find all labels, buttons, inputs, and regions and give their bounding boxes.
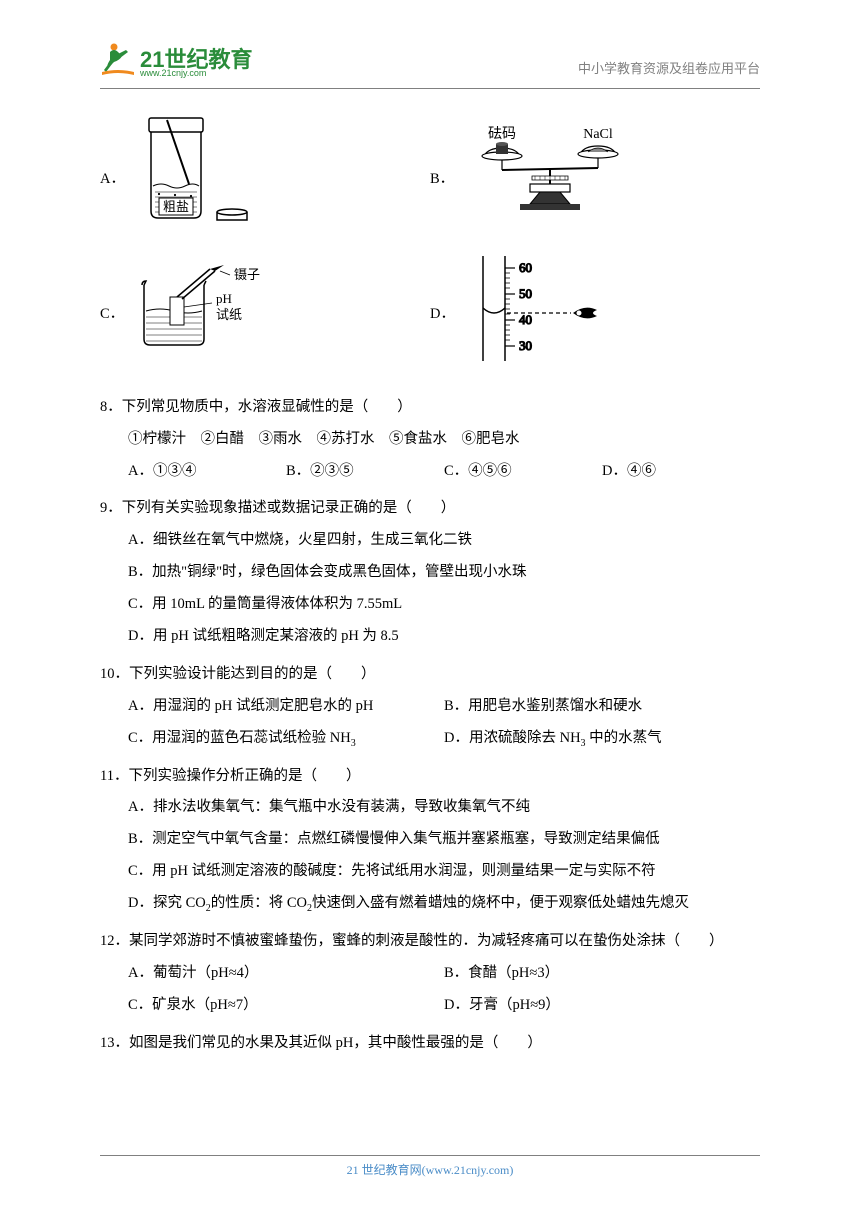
footer-rule	[100, 1155, 760, 1156]
q8-choice-b[interactable]: B．②③⑤	[286, 456, 444, 488]
question-10: 10．下列实验设计能达到目的的是（ ） A．用湿润的 pH 试纸测定肥皂水的 p…	[100, 659, 760, 755]
q8-choice-d[interactable]: D．④⑥	[602, 456, 760, 488]
svg-text:30: 30	[519, 338, 532, 353]
q13-stem: 13．如图是我们常见的水果及其近似 pH，其中酸性最强的是（ ）	[100, 1028, 760, 1060]
question-11: 11．下列实验操作分析正确的是（ ） A．排水法收集氧气：集气瓶中水没有装满，导…	[100, 761, 760, 920]
q10-choice-b[interactable]: B．用肥皂水鉴别蒸馏水和硬水	[444, 691, 760, 723]
q9-choice-d[interactable]: D．用 pH 试纸粗略测定某溶液的 pH 为 8.5	[100, 621, 760, 653]
q12-choice-b[interactable]: B．食醋（pH≈3）	[444, 958, 760, 990]
q9-choice-a[interactable]: A．细铁丝在氧气中燃烧，火星四射，生成三氧化二铁	[100, 525, 760, 557]
option-b: B． 砝码 NaCl	[430, 110, 760, 250]
q8-choice-c[interactable]: C．④⑤⑥	[444, 456, 602, 488]
q8-choice-a[interactable]: A．①③④	[128, 456, 286, 488]
header-right-text: 中小学教育资源及组卷应用平台	[578, 58, 760, 77]
q11-choice-b[interactable]: B．测定空气中氧气含量：点燃红磷慢慢伸入集气瓶并塞紧瓶塞，导致测定结果偏低	[100, 824, 760, 856]
q11-choice-c[interactable]: C．用 pH 试纸测定溶液的酸碱度：先将试纸用水润湿，则测量结果一定与实际不符	[100, 856, 760, 888]
q9-choice-b[interactable]: B．加热"铜绿"时，绿色固体会变成黑色固体，管壁出现小水珠	[100, 557, 760, 589]
svg-text:50: 50	[519, 286, 532, 301]
opt-letter-d: D．	[430, 299, 455, 331]
page-header: 21世纪教育 www.21cnjy.com 中小学教育资源及组卷应用平台	[0, 40, 860, 90]
q10-stem: 10．下列实验设计能达到目的的是（ ）	[100, 659, 760, 691]
opt-letter-a: A．	[100, 164, 125, 196]
q9-stem: 9．下列有关实验现象描述或数据记录正确的是（ ）	[100, 493, 760, 525]
opt-letter-c: C．	[100, 299, 124, 331]
q10-choice-d[interactable]: D．用浓硫酸除去 NH3 中的水蒸气	[444, 723, 760, 755]
option-c: C． 镊子	[100, 250, 430, 380]
question-8: 8．下列常见物质中，水溶液显碱性的是（ ） ①柠檬汁 ②白醋 ③雨水 ④苏打水 …	[100, 392, 760, 488]
logo-url: www.21cnjy.com	[140, 68, 206, 78]
q10-choice-c[interactable]: C．用湿润的蓝色石蕊试纸检验 NH3	[128, 723, 444, 755]
balance-right-label: NaCl	[583, 127, 613, 142]
q9-choice-c[interactable]: C．用 10mL 的量筒量得液体体积为 7.55mL	[100, 589, 760, 621]
q11-choice-a[interactable]: A．排水法收集氧气：集气瓶中水没有装满，导致收集氧气不纯	[100, 792, 760, 824]
q10-choice-a[interactable]: A．用湿润的 pH 试纸测定肥皂水的 pH	[128, 691, 444, 723]
header-rule	[100, 88, 760, 89]
balance-left-label: 砝码	[488, 126, 516, 142]
q12-choice-c[interactable]: C．矿泉水（pH≈7）	[128, 990, 444, 1022]
question-12: 12．某同学郊游时不慎被蜜蜂蛰伤，蜜蜂的刺液是酸性的．为减轻疼痛可以在蛰伤处涂抹…	[100, 926, 760, 1022]
q12-choice-d[interactable]: D．牙膏（pH≈9）	[444, 990, 760, 1022]
opt-letter-b: B．	[430, 164, 454, 196]
option-d: D． 60 50 40 30	[430, 250, 760, 380]
q8-choices: A．①③④ B．②③⑤ C．④⑤⑥ D．④⑥	[100, 456, 760, 488]
q11-choice-d[interactable]: D．探究 CO2的性质：将 CO2快速倒入盛有燃着蜡烛的烧杯中，便于观察低处蜡烛…	[100, 888, 760, 920]
q12-stem: 12．某同学郊游时不慎被蜜蜂蛰伤，蜜蜂的刺液是酸性的．为减轻疼痛可以在蛰伤处涂抹…	[100, 926, 760, 958]
question-13: 13．如图是我们常见的水果及其近似 pH，其中酸性最强的是（ ）	[100, 1028, 760, 1060]
q12-choice-a[interactable]: A．葡萄汁（pH≈4）	[128, 958, 444, 990]
diagram-a-jar-icon: 粗盐	[131, 116, 261, 244]
diagram-c-beaker-icon: 镊子 pH 试纸	[130, 263, 290, 366]
q11-stem: 11．下列实验操作分析正确的是（ ）	[100, 761, 760, 793]
jar-label: 粗盐	[163, 199, 189, 214]
footer-text: 21 世纪教育网(www.21cnjy.com)	[0, 1161, 860, 1178]
tweezers-label: 镊子	[234, 267, 260, 282]
paper-label: 试纸	[216, 307, 242, 322]
q8-stem: 8．下列常见物质中，水溶液显碱性的是（ ）	[100, 392, 760, 424]
svg-text:60: 60	[519, 260, 532, 275]
diagram-b-balance-icon: 砝码 NaCl	[460, 126, 630, 234]
ph-label: pH	[216, 291, 232, 306]
diagram-options: A． 粗盐	[100, 110, 760, 380]
logo-runner-icon	[100, 40, 136, 76]
diagram-d-cylinder-icon: 60 50 40 30	[461, 256, 611, 374]
svg-text:40: 40	[519, 312, 532, 327]
q8-items: ①柠檬汁 ②白醋 ③雨水 ④苏打水 ⑤食盐水 ⑥肥皂水	[100, 424, 760, 456]
question-9: 9．下列有关实验现象描述或数据记录正确的是（ ） A．细铁丝在氧气中燃烧，火星四…	[100, 493, 760, 652]
content-area: A． 粗盐	[100, 110, 760, 1060]
option-a: A． 粗盐	[100, 110, 430, 250]
